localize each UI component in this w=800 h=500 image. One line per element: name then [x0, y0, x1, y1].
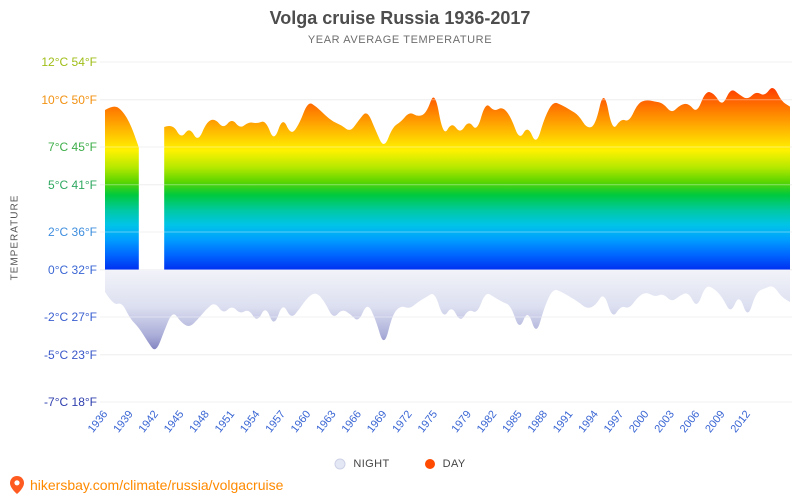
- x-tick-label[interactable]: 2009: [703, 408, 728, 435]
- chart-title: Volga cruise Russia 1936-2017: [269, 8, 531, 28]
- y-tick-label: 2°C 36°F: [48, 225, 97, 239]
- x-tick-label[interactable]: 1991: [551, 408, 576, 435]
- day-legend-dot: [424, 459, 435, 469]
- x-tick-label[interactable]: 1979: [449, 408, 474, 435]
- x-tick-label[interactable]: 1982: [475, 408, 500, 435]
- y-tick-label: -7°C 18°F: [44, 395, 97, 409]
- x-tick-label[interactable]: 1960: [289, 408, 314, 435]
- x-tick-label[interactable]: 1963: [314, 408, 339, 435]
- x-tick-label[interactable]: 1948: [187, 408, 212, 435]
- footer-url: hikersbay.com/climate/russia/volgacruise: [30, 477, 284, 493]
- x-tick-label[interactable]: 1972: [390, 408, 415, 435]
- chart-subtitle: YEAR AVERAGE TEMPERATURE: [307, 34, 493, 46]
- x-tick-label[interactable]: 1954: [238, 408, 263, 435]
- day-legend-label: DAY: [442, 458, 466, 470]
- y-tick-label: 5°C 41°F: [48, 178, 97, 192]
- x-tick-label[interactable]: 1985: [500, 408, 525, 435]
- y-tick-label: -5°C 23°F: [44, 348, 97, 362]
- x-tick-label[interactable]: 1939: [111, 408, 136, 435]
- x-tick-label[interactable]: 1994: [576, 408, 601, 435]
- footer-link[interactable]: hikersbay.com/climate/russia/volgacruise: [10, 476, 283, 494]
- x-tick-label[interactable]: 2012: [729, 408, 754, 435]
- night-legend-label: NIGHT: [353, 458, 390, 470]
- night-legend-dot: [334, 458, 346, 470]
- x-tick-label[interactable]: 2000: [627, 408, 652, 435]
- y-tick-label: 12°C 54°F: [41, 55, 97, 69]
- x-tick-label[interactable]: 1957: [263, 408, 288, 435]
- x-tick-label[interactable]: 1969: [365, 408, 390, 435]
- x-tick-label[interactable]: 1988: [526, 408, 551, 435]
- legend-night[interactable]: NIGHT: [334, 458, 389, 470]
- x-tick-label[interactable]: 1945: [162, 408, 187, 435]
- day-temperature-area: [164, 87, 790, 270]
- x-tick-label[interactable]: 1997: [602, 408, 627, 435]
- night-temperature-area: [105, 269, 790, 350]
- x-tick-label[interactable]: 1966: [340, 408, 365, 435]
- chart-legend: NIGHT DAY: [0, 458, 800, 470]
- x-tick-label[interactable]: 2006: [678, 408, 703, 435]
- x-tick-label[interactable]: 1975: [416, 408, 441, 435]
- x-tick-label[interactable]: 1942: [137, 408, 162, 435]
- x-tick-label[interactable]: 1936: [86, 408, 111, 435]
- x-tick-label[interactable]: 2003: [652, 408, 677, 435]
- y-tick-label: 0°C 32°F: [48, 263, 97, 277]
- day-temperature-area: [105, 106, 139, 270]
- y-tick-label: 10°C 50°F: [41, 93, 97, 107]
- x-tick-label[interactable]: 1951: [213, 408, 238, 435]
- temperature-area-chart: 12°C 54°F 10°C 50°F 7°C 45°F 5°C 41°F 2°C 36…: [41, 55, 792, 435]
- location-pin-icon: [10, 476, 24, 494]
- y-tick-label: -2°C 27°F: [44, 310, 97, 324]
- y-tick-label: 7°C 45°F: [48, 140, 97, 154]
- legend-day[interactable]: DAY: [424, 458, 466, 470]
